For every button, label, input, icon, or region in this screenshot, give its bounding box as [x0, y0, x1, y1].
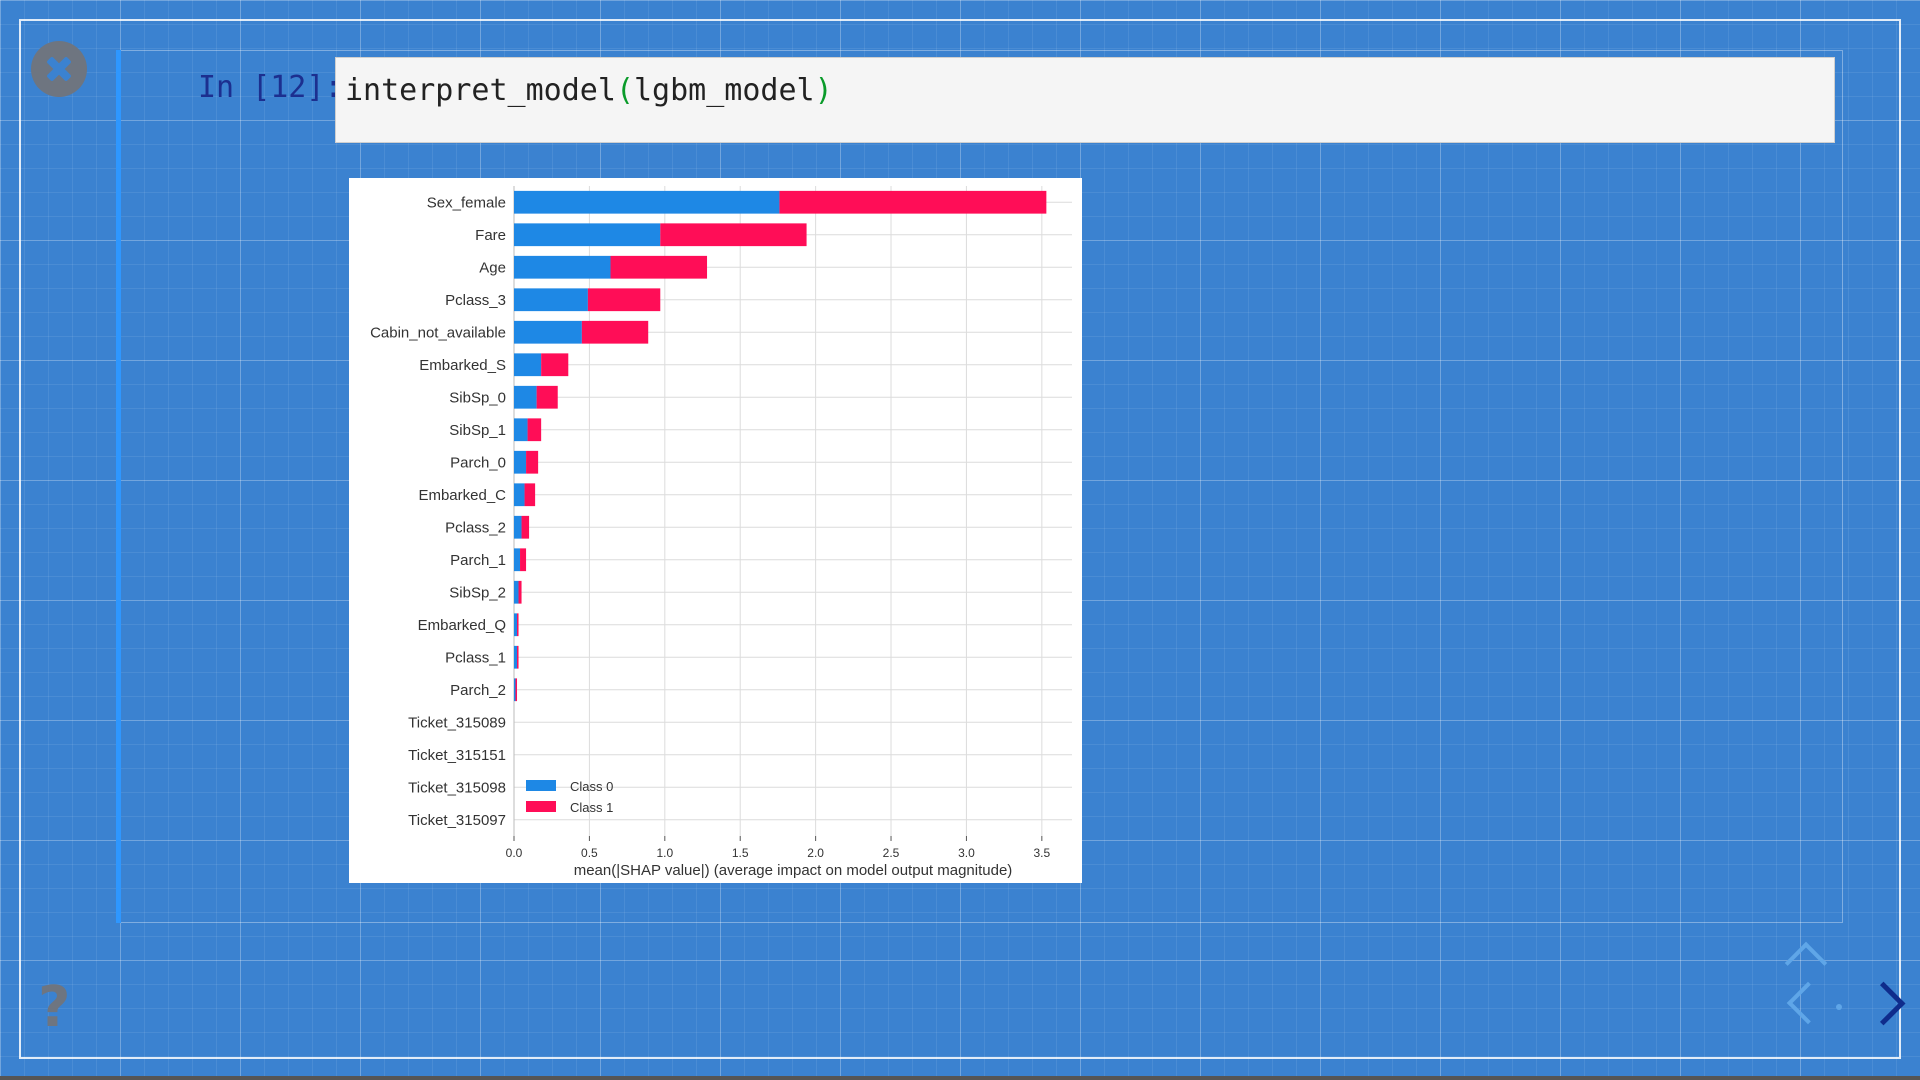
x-tick-label: 1.5	[732, 846, 749, 860]
bar-Sex_female-class-1	[779, 190, 1047, 214]
bar-Cabin_not_available-class-1	[581, 320, 649, 344]
bar-Pclass_2-class-1	[521, 515, 530, 539]
bar-Parch_0-class-1	[526, 450, 539, 474]
bar-SibSp_2-class-1	[518, 580, 522, 604]
legend-label: Class 0	[570, 779, 613, 794]
bar-Age-class-0	[514, 255, 611, 279]
y-tick-label: Ticket_315098	[408, 779, 506, 796]
close-icon[interactable]	[31, 41, 87, 97]
x-tick-label: 3.0	[958, 846, 975, 860]
code-cell[interactable]: interpret_model(lgbm_model)	[335, 57, 1835, 143]
bar-Embarked_S-class-1	[541, 353, 569, 377]
progress-bar	[0, 1076, 1920, 1080]
y-tick-label: SibSp_2	[449, 584, 506, 601]
bar-SibSp_0-class-1	[536, 385, 558, 409]
y-tick-label: Age	[479, 259, 506, 276]
x-tick-label: 2.5	[883, 846, 900, 860]
bar-Pclass_3-class-0	[514, 288, 588, 312]
bar-Cabin_not_available-class-0	[514, 320, 582, 344]
chart-legend: Class 0 Class 1	[526, 779, 613, 815]
cell-output: Sex_female Fare Age Pclass_3 Cabin_not_avail…	[349, 178, 1082, 883]
bar-SibSp_0-class-0	[514, 385, 537, 409]
bar-SibSp_1-class-1	[527, 418, 542, 442]
y-tick-label: Parch_1	[450, 552, 506, 569]
bar-Pclass_1-class-1	[517, 645, 519, 669]
nav-dot-icon	[1836, 1004, 1842, 1010]
chart-grid	[513, 186, 1072, 836]
y-tick-label: Embarked_Q	[418, 617, 506, 634]
legend-swatch	[526, 801, 556, 812]
y-tick-label: Ticket_315097	[408, 812, 506, 829]
code-paren-close: )	[814, 73, 833, 108]
x-tick-label: 2.0	[807, 846, 824, 860]
x-tick-label: 0.0	[506, 846, 523, 860]
shap-summary-chart: Sex_female Fare Age Pclass_3 Cabin_not_avail…	[370, 186, 1072, 879]
bar-Pclass_1-class-0	[514, 645, 518, 669]
chart-x-axis: 0.0 0.5 1.0 1.5 2.0 2.5 3.0 3.5 mean(|SHAP value…	[506, 836, 1051, 879]
bar-SibSp_2-class-0	[514, 580, 519, 604]
bar-Fare-class-0	[514, 223, 661, 247]
bar-Parch_1-class-0	[514, 548, 521, 572]
y-tick-label: Pclass_2	[445, 519, 506, 536]
y-tick-label: Cabin_not_available	[370, 324, 506, 341]
y-tick-label: Sex_female	[427, 194, 506, 211]
y-tick-label: SibSp_1	[449, 422, 506, 439]
y-tick-label: Embarked_C	[418, 487, 506, 504]
bar-Pclass_2-class-0	[514, 515, 522, 539]
y-tick-label: Fare	[475, 227, 506, 244]
bar-Sex_female-class-0	[514, 190, 780, 214]
x-tick-label: 3.5	[1033, 846, 1050, 860]
bar-Age-class-1	[610, 255, 708, 279]
x-tick-label: 0.5	[581, 846, 598, 860]
y-tick-label: Ticket_315089	[408, 714, 506, 731]
y-tick-label: Parch_2	[450, 682, 506, 699]
code-paren-open: (	[615, 73, 634, 108]
bar-Parch_0-class-0	[514, 450, 527, 474]
chart-y-labels: Sex_female Fare Age Pclass_3 Cabin_not_avail…	[370, 194, 506, 829]
bar-Embarked_Q-class-1	[517, 613, 519, 637]
bar-Parch_2-class-0	[514, 678, 516, 702]
presentation-frame	[19, 19, 1901, 1059]
bar-Parch_2-class-1	[515, 678, 518, 702]
y-tick-label: Parch_0	[450, 454, 506, 471]
y-tick-label: Ticket_315151	[408, 747, 506, 764]
bar-SibSp_1-class-0	[514, 418, 528, 442]
legend-label: Class 1	[570, 800, 613, 815]
y-tick-label: SibSp_0	[449, 389, 506, 406]
bar-Embarked_S-class-0	[514, 353, 542, 377]
code-argument: lgbm_model	[634, 73, 815, 108]
bar-Embarked_Q-class-0	[514, 613, 518, 637]
cell-selection-bar	[116, 50, 121, 923]
y-tick-label: Pclass_3	[445, 292, 506, 309]
code-function: interpret_model	[345, 73, 616, 108]
bar-Parch_1-class-1	[520, 548, 527, 572]
chart-bars	[514, 190, 1047, 702]
cell-prompt: In [12]:	[198, 70, 343, 105]
bar-Embarked_C-class-1	[524, 483, 536, 507]
code-text: interpret_model(lgbm_model)	[345, 73, 833, 108]
y-tick-label: Embarked_S	[419, 357, 506, 374]
bar-Embarked_C-class-0	[514, 483, 525, 507]
bar-Pclass_3-class-1	[587, 288, 661, 312]
bar-Fare-class-1	[660, 223, 807, 247]
x-axis-label: mean(|SHAP value|) (average impact on mo…	[574, 862, 1013, 879]
y-tick-label: Pclass_1	[445, 649, 506, 666]
help-icon[interactable]: ?	[38, 975, 71, 1040]
legend-swatch	[526, 780, 556, 791]
x-tick-label: 1.0	[656, 846, 673, 860]
